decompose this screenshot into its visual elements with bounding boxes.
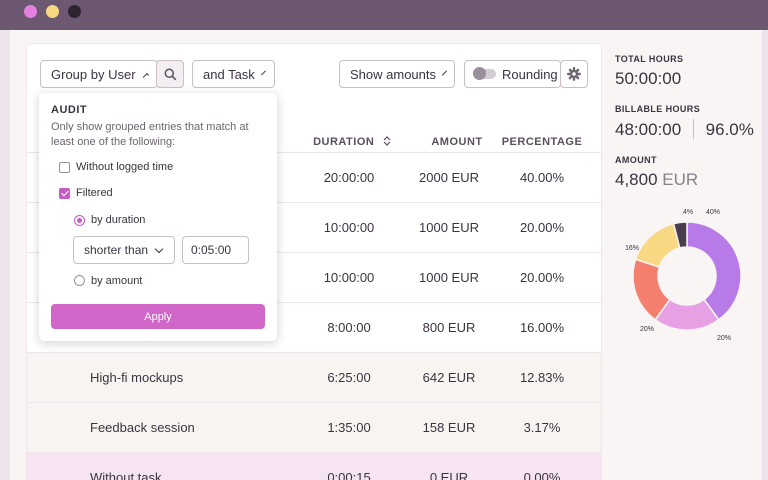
table-row[interactable]: 10:00:00 1000 EUR 20.00% [27,202,601,252]
search-button[interactable] [156,60,184,88]
duration-cell: 10:00:00 [323,220,375,235]
by-duration-label[interactable]: by duration [91,214,146,226]
billable-hours-row: 48:00:00 96.0% [615,119,754,140]
rounding-label: Rounding [502,66,558,82]
audit-dropdown: AUDIT Only show grouped entries that mat… [39,93,277,341]
task-name: High-fi mockups [90,370,184,385]
task-name: Feedback session [90,420,195,435]
slice-label: 40% [706,209,720,216]
and-task-label: and Task [203,66,255,82]
chevron-down-icon [260,69,266,76]
group-by-label: Group by User [51,66,136,82]
billable-hours-value: 48:00:00 [615,120,682,139]
close-window-button[interactable] [24,5,37,18]
duration-cell: 8:00:00 [327,320,371,335]
billable-hours-label: BILLABLE HOURS [615,104,701,114]
percentage-cell: 40.00% [519,170,565,185]
title-bar [0,0,768,30]
table-row[interactable]: 10:00:00 1000 EUR 20.00% [27,252,601,302]
duration-cell: 1:35:00 [327,420,371,435]
show-amounts-dropdown[interactable]: Show amounts [339,60,455,88]
comparator-select[interactable]: shorter than [73,236,175,264]
and-task-dropdown[interactable]: and Task [192,60,275,88]
audit-description: Only show grouped entries that match at … [51,121,249,148]
slice-label: 20% [717,335,731,342]
by-amount-label[interactable]: by amount [91,275,143,287]
toggle-knob [473,67,486,80]
toggle-switch[interactable] [473,67,496,80]
billable-percent-value: 96.0% [705,120,754,139]
amount-cell: 0 EUR [429,470,469,480]
table-row[interactable]: High-fi mockups 6:25:00 642 EUR 12.83% [27,352,601,402]
table-row[interactable]: Feedback session 1:35:00 158 EUR 3.17% [27,402,601,452]
percentage-cell: 12.83% [519,370,565,385]
slice-label: 4% [683,209,693,216]
donut-slice[interactable] [686,221,742,321]
amount-donut-chart: 4% 40% 16% 20% 20% [625,209,742,342]
duration-cell: 10:00:00 [323,270,375,285]
percentage-cell: 0.00% [523,470,561,480]
percentage-cell: 20.00% [519,220,565,235]
rounding-toggle[interactable]: Rounding [464,60,561,88]
percentage-cell: 20.00% [519,270,565,285]
duration-input-value: 0:05:00 [191,243,232,257]
percentage-column-header[interactable]: PERCENTAGE [501,136,583,148]
show-amounts-label: Show amounts [350,66,436,82]
group-by-user-dropdown[interactable]: Group by User [40,60,158,88]
chevron-down-icon [154,244,164,253]
amount-value: 4,800 [615,170,658,189]
task-name: Without task [90,470,162,480]
amount-currency: EUR [662,170,699,189]
amount-cell: 158 EUR [422,420,476,435]
amount-cell: 642 EUR [422,370,476,385]
chevron-up-icon [141,72,149,79]
audit-title: AUDIT [51,104,88,116]
duration-column-header[interactable]: DURATION [297,136,407,148]
by-duration-radio[interactable] [74,215,85,226]
donut-slice[interactable] [634,222,681,268]
percentage-cell: 16.00% [519,320,565,335]
table-row[interactable]: Without task 0:00:15 0 EUR 0.00% [27,452,601,480]
amount-label: AMOUNT [615,155,657,165]
amount-row: 4,800 EUR [615,170,698,190]
apply-button[interactable]: Apply [51,304,265,329]
table-row[interactable]: 8:00:00 800 EUR 16.00% [27,302,601,352]
amount-column-header[interactable]: AMOUNT [431,136,483,148]
search-icon [164,68,176,80]
amount-cell: 800 EUR [422,320,476,335]
duration-cell: 0:00:15 [327,470,371,480]
duration-cell: 6:25:00 [327,370,371,385]
maximize-window-button[interactable] [68,5,81,18]
without-logged-time-checkbox[interactable] [59,162,70,173]
percentage-cell: 3.17% [523,420,561,435]
donut-slice[interactable] [672,221,688,249]
filtered-checkbox[interactable] [59,188,70,199]
chevron-down-icon [442,70,447,75]
minimize-window-button[interactable] [46,5,59,18]
total-hours-value: 50:00:00 [615,69,682,88]
slice-label: 20% [640,326,654,333]
table-row[interactable]: 20:00:00 2000 EUR 40.00% [27,152,601,202]
divider [692,119,694,139]
rounding-settings-button[interactable] [560,60,588,88]
comparator-value: shorter than [84,243,149,257]
amount-cell: 1000 EUR [419,270,479,285]
duration-header-label: DURATION [313,136,375,148]
total-hours-label: TOTAL HOURS [615,54,684,64]
filtered-label[interactable]: Filtered [76,187,113,199]
duration-input[interactable]: 0:05:00 [182,236,249,264]
amount-cell: 2000 EUR [419,170,479,185]
sort-icon [383,136,391,146]
amount-cell: 1000 EUR [419,220,479,235]
by-amount-radio[interactable] [74,275,85,286]
app-window: Group by User and Task Show amounts Roun… [10,30,762,480]
without-logged-time-label[interactable]: Without logged time [76,161,174,173]
gear-icon [567,67,581,81]
slice-label: 16% [625,245,639,252]
duration-cell: 20:00:00 [323,170,375,185]
